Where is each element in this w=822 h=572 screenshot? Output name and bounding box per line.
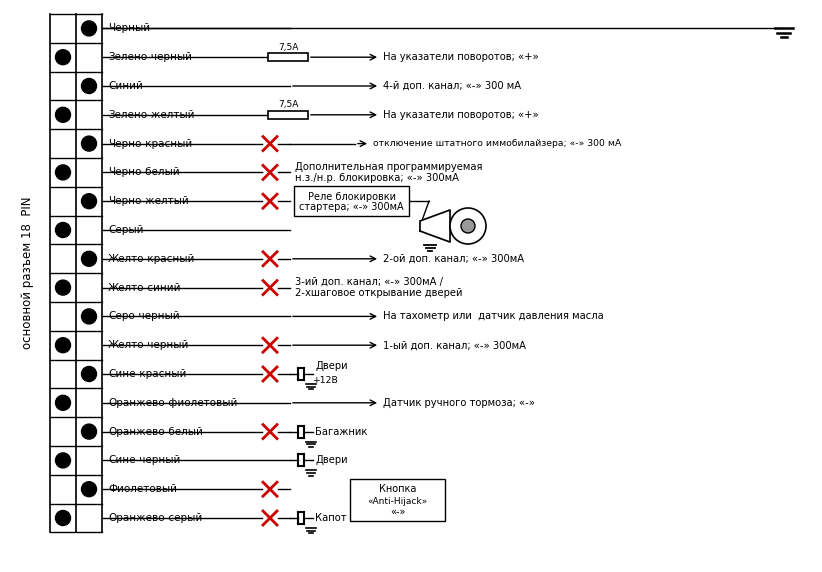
Circle shape: [56, 108, 71, 122]
Text: Черно-желтый: Черно-желтый: [108, 196, 189, 206]
Text: На указатели поворотов; «+»: На указатели поворотов; «+»: [383, 110, 538, 120]
Circle shape: [450, 208, 486, 244]
Text: Датчик ручного тормоза; «-»: Датчик ручного тормоза; «-»: [383, 398, 535, 408]
Circle shape: [81, 194, 96, 209]
Circle shape: [81, 309, 96, 324]
Text: 3-ий доп. канал; «-» 300мА /
2-хшаговое открывание дверей: 3-ий доп. канал; «-» 300мА / 2-хшаговое …: [295, 277, 463, 299]
Text: 7,5А: 7,5А: [278, 43, 298, 51]
Text: Черно-белый: Черно-белый: [108, 168, 180, 177]
Text: Кнопка: Кнопка: [379, 484, 416, 494]
Text: Сине-красный: Сине-красный: [108, 369, 187, 379]
Text: Черный: Черный: [108, 23, 150, 33]
Text: Реле блокировки: Реле блокировки: [307, 192, 395, 202]
Circle shape: [81, 482, 96, 496]
Text: «Anti-Hijack»: «Anti-Hijack»: [367, 496, 427, 506]
Bar: [268, 111, 308, 119]
Text: Желто-черный: Желто-черный: [108, 340, 189, 350]
Text: Зелено-черный: Зелено-черный: [108, 52, 192, 62]
Polygon shape: [420, 210, 450, 242]
Text: 2-ой доп. канал; «-» 300мА: 2-ой доп. канал; «-» 300мА: [383, 254, 524, 264]
Polygon shape: [420, 210, 450, 242]
Circle shape: [56, 223, 71, 237]
Text: Черно-красный: Черно-красный: [108, 138, 192, 149]
Text: Багажник: Багажник: [315, 427, 367, 436]
Bar: [294, 186, 409, 216]
Circle shape: [81, 367, 96, 382]
Text: Сине-черный: Сине-черный: [108, 455, 180, 466]
Text: Серый: Серый: [108, 225, 144, 235]
Text: «-»: «-»: [390, 507, 405, 517]
Text: На тахометр или  датчик давления масла: На тахометр или датчик давления масла: [383, 311, 603, 321]
Text: Зелено-желтый: Зелено-желтый: [108, 110, 195, 120]
Circle shape: [56, 395, 71, 410]
Circle shape: [56, 337, 71, 353]
Text: Желто-синий: Желто-синий: [108, 283, 182, 293]
Circle shape: [56, 280, 71, 295]
Text: 1-ый доп. канал; «-» 300мА: 1-ый доп. канал; «-» 300мА: [383, 340, 526, 350]
Text: Оранжево-белый: Оранжево-белый: [108, 427, 203, 436]
Circle shape: [461, 219, 475, 233]
Text: +12В: +12В: [312, 376, 338, 385]
Text: основной разъем 18  PIN: основной разъем 18 PIN: [21, 197, 35, 349]
Text: Капот: Капот: [315, 513, 347, 523]
Bar: [350, 479, 445, 521]
Circle shape: [56, 510, 71, 526]
Text: Желто-красный: Желто-красный: [108, 254, 196, 264]
Bar: [268, 53, 308, 61]
Circle shape: [56, 453, 71, 468]
Text: Двери: Двери: [315, 361, 348, 371]
Circle shape: [56, 50, 71, 65]
Text: отключение штатного иммобилайзера; «-» 300 мА: отключение штатного иммобилайзера; «-» 3…: [373, 139, 621, 148]
Circle shape: [81, 136, 96, 151]
Text: Оранжево-серый: Оранжево-серый: [108, 513, 202, 523]
Circle shape: [81, 21, 96, 36]
Text: Дополнительная программируемая
н.з./н.р. блокировка; «-» 300мА: Дополнительная программируемая н.з./н.р.…: [295, 161, 483, 183]
Circle shape: [81, 424, 96, 439]
Text: Оранжево-фиолетовый: Оранжево-фиолетовый: [108, 398, 238, 408]
Text: Двери: Двери: [315, 455, 348, 466]
Text: Синий: Синий: [108, 81, 143, 91]
Text: На указатели поворотов; «+»: На указатели поворотов; «+»: [383, 52, 538, 62]
Circle shape: [81, 251, 96, 267]
Text: Серо-черный: Серо-черный: [108, 311, 180, 321]
Text: Фиолетовый: Фиолетовый: [108, 484, 177, 494]
Text: стартера; «-» 300мА: стартера; «-» 300мА: [299, 202, 404, 212]
Text: 7,5А: 7,5А: [278, 100, 298, 109]
Circle shape: [81, 78, 96, 93]
Text: 4-й доп. канал; «-» 300 мА: 4-й доп. канал; «-» 300 мА: [383, 81, 521, 91]
Circle shape: [56, 165, 71, 180]
